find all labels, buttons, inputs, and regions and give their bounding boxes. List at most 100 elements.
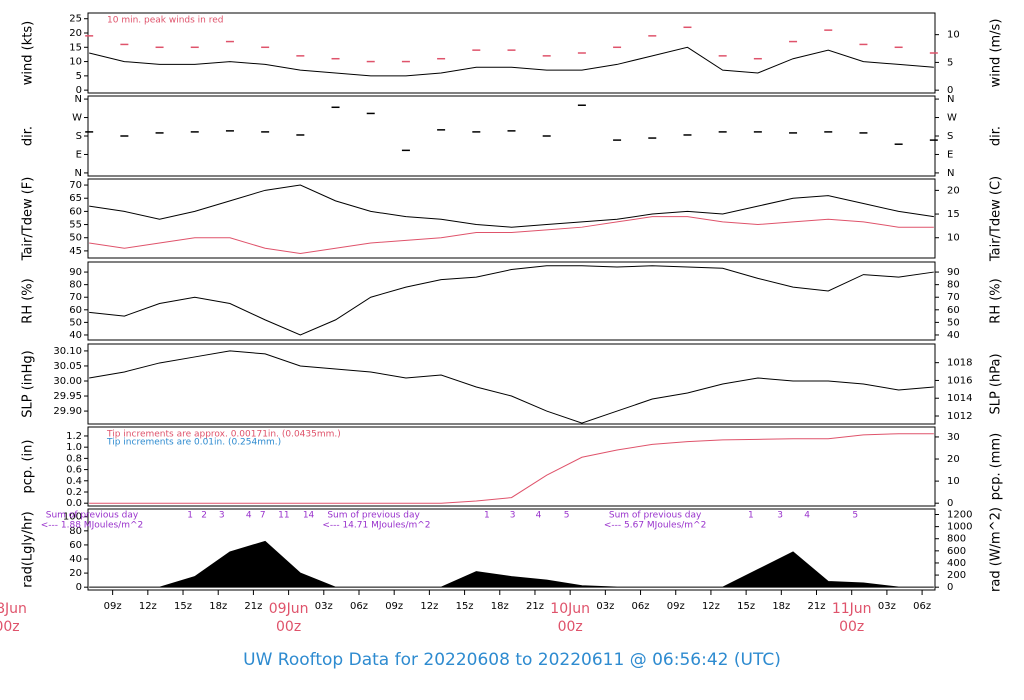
- chart-title: UW Rooftop Data for 20220608 to 20220611…: [243, 650, 781, 670]
- annotation: Tip increments are 0.01in. (0.254mm.): [106, 438, 281, 448]
- date-hour: 00z: [0, 619, 20, 635]
- y-axis-label: SLP (inHg): [21, 350, 36, 418]
- x-tick-label: 03z: [315, 601, 333, 612]
- y-tick-label: 25: [69, 14, 82, 25]
- x-tick-label: 03z: [596, 601, 614, 612]
- y-axis-label: pcp. (in): [21, 440, 36, 494]
- panel-frame: [87, 178, 936, 259]
- tip-label: 3: [510, 511, 516, 521]
- y2-tick-label: N: [947, 168, 954, 179]
- y2-tick-label: 70: [947, 292, 960, 303]
- y2-tick-label: 1000: [947, 522, 972, 533]
- y-tick-label: 29.95: [53, 391, 82, 402]
- y-tick-label: 20: [69, 28, 82, 39]
- x-tick-label: 12z: [420, 601, 438, 612]
- y2-tick-label: 15: [947, 209, 960, 220]
- y-axis-label: RH (%): [21, 278, 36, 323]
- y2-tick-label: 5: [947, 57, 953, 68]
- tip-label: 4: [246, 511, 252, 521]
- y2-tick-label: 1018: [947, 358, 972, 369]
- y-axis-label: Tair/Tdew (F): [21, 177, 36, 262]
- line: [89, 184, 934, 228]
- x-tick-label: 09z: [667, 601, 685, 612]
- sum-label: Sum of previous day: [46, 511, 139, 521]
- y-tick-label: 1.0: [66, 442, 82, 453]
- y-tick-label: 60: [69, 540, 82, 551]
- y-tick-label: N: [75, 168, 82, 179]
- y-tick-label: 40: [69, 330, 82, 341]
- y-tick-label: E: [76, 149, 82, 160]
- y2-tick-label: 400: [947, 558, 966, 569]
- y-tick-label: 50: [69, 233, 82, 244]
- x-tick-label: 21z: [244, 601, 262, 612]
- y-tick-label: 5: [76, 71, 82, 82]
- y2-axis-label: Tair/Tdew (C): [989, 176, 1004, 262]
- tip-label: 14: [303, 511, 315, 521]
- tip-label: 5: [564, 511, 570, 521]
- annotation: 10 min. peak winds in red: [107, 16, 224, 26]
- x-tick-label: 06z: [350, 601, 368, 612]
- y-tick-label: 30.10: [53, 346, 82, 357]
- tip-label: 2: [201, 511, 207, 521]
- x-tick-label: 15z: [456, 601, 474, 612]
- date-label: 08Jun: [0, 601, 27, 617]
- line: [89, 216, 934, 255]
- y2-axis-label: rad (W/m^2): [989, 507, 1004, 592]
- y-tick-label: 90: [69, 267, 82, 278]
- y2-tick-label: 200: [947, 570, 966, 581]
- y-tick-label: N: [75, 94, 82, 105]
- y-tick-label: 30.00: [53, 376, 82, 387]
- sum-label: Sum of previous day: [609, 511, 702, 521]
- sum-value: <--- 1.88 MJoules/m^2: [41, 521, 143, 531]
- y-tick-label: 0: [76, 85, 82, 96]
- y2-tick-label: 1016: [947, 375, 972, 386]
- y2-tick-label: 1014: [947, 393, 972, 404]
- y2-tick-label: 0: [947, 582, 953, 593]
- date-label: 09Jun: [269, 601, 309, 617]
- line: [89, 46, 934, 77]
- y-tick-label: 65: [69, 193, 82, 204]
- y-tick-label: 20: [69, 568, 82, 579]
- y-axis-label: rad(Lgly/hr): [21, 511, 36, 587]
- tip-label: 11: [278, 511, 289, 521]
- x-tick-label: 18z: [491, 601, 509, 612]
- tip-label: 5: [852, 511, 858, 521]
- y-tick-label: 30.05: [53, 361, 82, 372]
- y2-tick-label: 60: [947, 305, 960, 316]
- y2-axis-label: dir.: [989, 126, 1004, 146]
- y-tick-label: W: [72, 113, 82, 124]
- y-tick-label: 1.2: [66, 431, 82, 442]
- line: [89, 433, 934, 504]
- x-tick-label: 09z: [385, 601, 403, 612]
- y2-tick-label: 50: [947, 317, 960, 328]
- y-tick-label: 45: [69, 246, 82, 257]
- y-tick-label: 50: [69, 317, 82, 328]
- sum-value: <--- 14.71 MJoules/m^2: [322, 521, 430, 531]
- y-tick-label: 60: [69, 305, 82, 316]
- sum-label: Sum of previous day: [327, 511, 420, 521]
- date-hour: 00z: [839, 619, 864, 635]
- y2-tick-label: 20: [947, 185, 960, 196]
- y-tick-label: 70: [69, 180, 82, 191]
- y2-tick-label: 20: [947, 454, 960, 465]
- tip-label: 3: [777, 511, 783, 521]
- y-tick-label: 0.2: [66, 487, 82, 498]
- y2-tick-label: 0: [947, 498, 953, 509]
- y-tick-label: 15: [69, 42, 82, 53]
- tip-label: 1: [187, 511, 193, 521]
- sum-value: <--- 5.67 MJoules/m^2: [604, 521, 706, 531]
- annotation: Tip increments are approx. 0.00171in. (0…: [106, 430, 341, 440]
- y-tick-label: 0.4: [66, 476, 82, 487]
- y-tick-label: 0.6: [66, 465, 82, 476]
- y2-tick-label: 10: [947, 30, 960, 41]
- date-hour: 00z: [276, 619, 301, 635]
- tip-label: 4: [804, 511, 810, 521]
- tip-label: 4: [536, 511, 542, 521]
- y2-tick-label: 40: [947, 330, 960, 341]
- y2-axis-label: SLP (hPa): [989, 353, 1004, 414]
- x-tick-label: 15z: [174, 601, 192, 612]
- y-tick-label: 60: [69, 206, 82, 217]
- date-label: 10Jun: [550, 601, 590, 617]
- panel-frame: [87, 343, 936, 425]
